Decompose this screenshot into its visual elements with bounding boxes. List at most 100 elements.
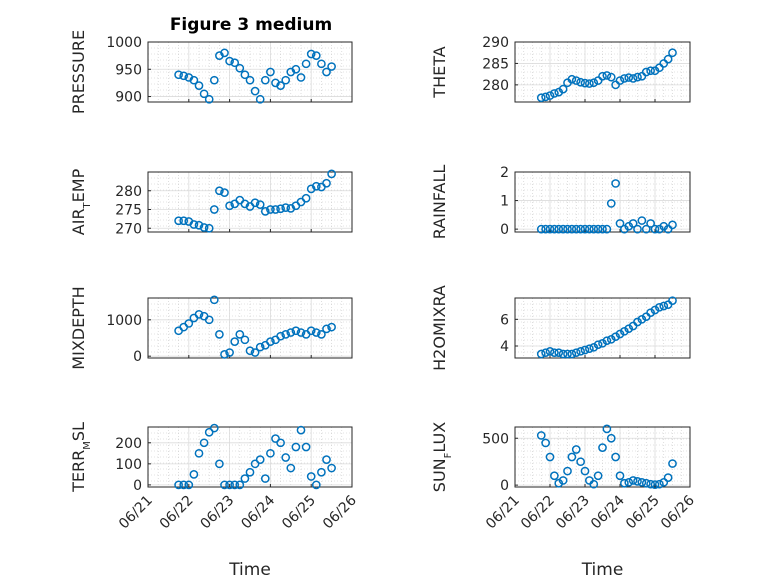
y-axis-label: H2OMIXRA: [430, 285, 449, 371]
data-point: [276, 331, 285, 341]
data-point: [536, 224, 546, 234]
data-point: [301, 442, 311, 452]
axes-box: [147, 297, 353, 359]
y-tick-label: 200: [115, 436, 142, 452]
data-point: [554, 224, 564, 234]
data-point: [189, 470, 199, 479]
data-point: [317, 59, 326, 69]
data-point: [571, 348, 581, 358]
data-point: [286, 463, 296, 473]
data-point: [563, 466, 572, 476]
data-point: [266, 448, 275, 458]
data-point: [633, 317, 642, 327]
y-tick-label: 280: [115, 184, 142, 200]
data-point: [580, 224, 590, 234]
data-point: [563, 224, 572, 234]
data-point: [668, 48, 677, 58]
data-point: [593, 224, 603, 234]
data-point: [536, 349, 546, 359]
data-point: [550, 348, 559, 358]
data-point: [311, 51, 321, 60]
data-point: [250, 86, 260, 96]
data-point: [317, 467, 326, 477]
data-point: [637, 71, 647, 81]
data-point: [646, 479, 655, 489]
data-point: [260, 474, 270, 483]
data-point: [225, 56, 234, 66]
data-point: [199, 438, 209, 448]
y-tick-label: 0: [133, 349, 142, 365]
data-point: [179, 480, 189, 490]
data-point: [602, 224, 612, 234]
y-tick-label: 290: [482, 35, 509, 51]
data-point: [589, 224, 599, 234]
axes-box: [147, 41, 353, 103]
x-tick-label: 06/26: [658, 492, 698, 532]
data-point: [271, 434, 280, 443]
data-point: [194, 81, 204, 90]
series-markers: [536, 296, 677, 359]
series-markers: [536, 424, 677, 490]
data-point: [220, 188, 229, 197]
data-point: [611, 452, 620, 462]
data-point: [620, 326, 629, 336]
y-tick-label: 275: [115, 203, 142, 219]
x-axis-label: Time: [228, 560, 271, 580]
data-point: [266, 205, 275, 214]
data-point: [230, 58, 240, 68]
data-point: [255, 455, 265, 464]
data-point: [327, 463, 336, 473]
data-point: [204, 94, 214, 104]
data-point: [179, 216, 189, 226]
data-point: [615, 219, 625, 228]
data-point: [576, 346, 585, 356]
data-point: [554, 348, 564, 358]
minor-grid: [515, 172, 690, 232]
data-point: [550, 224, 559, 234]
data-point: [174, 216, 183, 226]
data-point: [225, 348, 234, 357]
data-point: [646, 219, 655, 228]
data-point: [598, 71, 607, 81]
subplot-air-temp: 280 275 270 AIRTEMP: [69, 168, 353, 237]
data-point: [593, 76, 603, 85]
data-point: [571, 76, 581, 85]
data-point: [301, 193, 311, 203]
data-point: [637, 477, 647, 487]
data-point: [633, 477, 642, 486]
data-point: [209, 75, 219, 85]
data-point: [266, 67, 275, 77]
y-tick-label: 2: [500, 165, 509, 181]
data-point: [250, 198, 260, 208]
data-point: [663, 473, 673, 482]
series-markers: [536, 48, 677, 103]
data-point: [189, 75, 199, 85]
y-tick-label: 4: [500, 339, 509, 355]
data-point: [260, 207, 270, 216]
data-point: [606, 334, 616, 344]
data-point: [580, 78, 590, 88]
data-point: [567, 74, 577, 84]
subplot-h2omixra: 6 4 H2OMIXRA: [430, 285, 691, 371]
data-point: [235, 63, 245, 73]
data-point: [628, 74, 638, 83]
data-point: [593, 471, 603, 481]
data-point: [311, 480, 321, 490]
data-point: [174, 70, 183, 80]
data-point: [215, 186, 224, 196]
data-point: [276, 204, 285, 214]
data-point: [580, 345, 590, 355]
data-point: [322, 67, 331, 77]
data-point: [184, 319, 194, 328]
data-point: [311, 181, 321, 191]
data-point: [296, 425, 306, 435]
x-tick-label: 06/22: [518, 493, 558, 533]
data-point: [225, 480, 234, 490]
data-point: [541, 348, 550, 358]
data-point: [184, 480, 194, 490]
data-point: [655, 302, 664, 312]
data-point: [576, 77, 585, 87]
data-point: [327, 62, 336, 71]
